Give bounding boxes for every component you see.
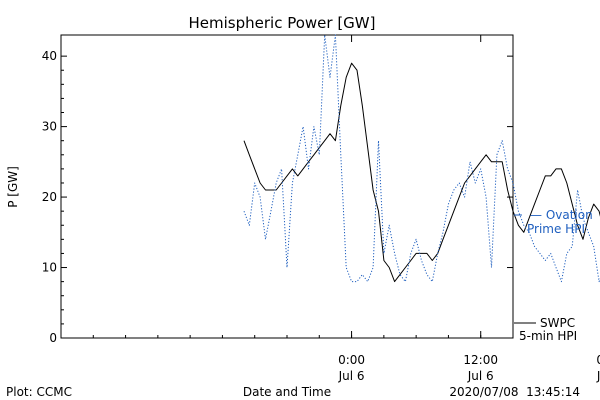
y-axis-label: P [GW] [6,166,20,208]
series-swpc-line [243,62,600,283]
footer-timestamp: 2020/07/08 13:45:14 [449,385,580,399]
plot-frame [60,34,514,339]
series-ovation-prime-line [243,34,600,283]
y-tick-label: 0 [49,331,57,345]
x-tick-label-date: Jul 6 [467,369,494,383]
legend-swpc-line2: 5-min HPI [519,329,577,343]
y-tick-label: 10 [42,261,57,275]
footer-plot-credit: Plot: CCMC [6,385,72,399]
y-tick-label: 30 [42,120,57,134]
legend-ovation-line2: Prime HPI [527,222,585,236]
series-layer [243,34,600,283]
x-tick-label-time: 12:00 [463,353,498,367]
legend-swpc-line1: SWPC [540,316,575,330]
x-tick-label-date: Jul 7 [596,369,600,383]
y-tick-label: 40 [42,49,57,63]
x-tick-label-date: Jul 6 [338,369,365,383]
chart-title: Hemispheric Power [GW] [189,14,376,32]
x-tick-label-time: 0:00 [596,353,600,367]
y-axis: 0 10 20 30 40 [42,49,513,345]
legend-ovation-line1: — Ovation [530,208,593,222]
y-tick-label: 20 [42,190,57,204]
x-tick-label-time: 0:00 [338,353,365,367]
x-axis-label: Date and Time [243,385,331,399]
